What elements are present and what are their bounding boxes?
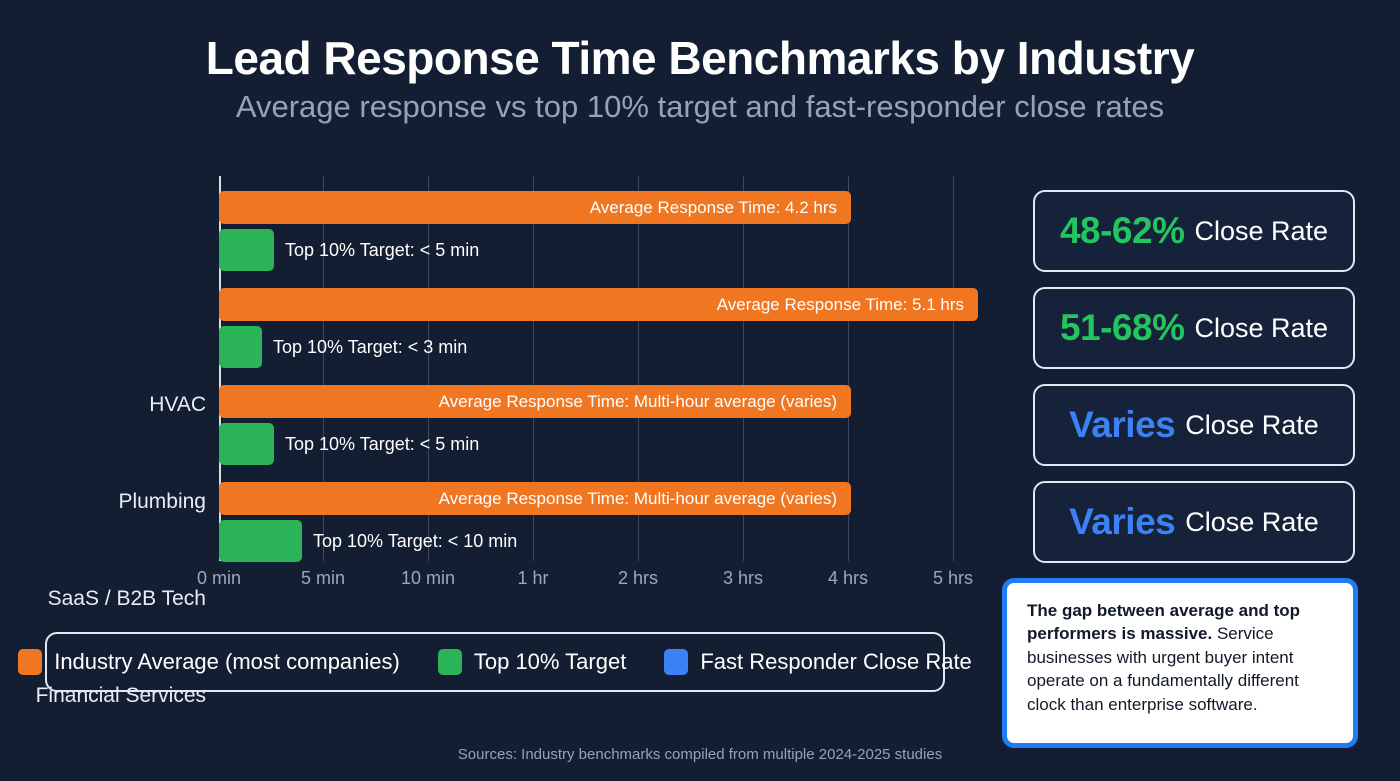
rate-value-plumbing: 51-68% xyxy=(1059,307,1185,348)
insight-callout-lead: The gap between average and top performe… xyxy=(1027,601,1301,644)
category-axis-labels: HVAC Plumbing SaaS / B2B Tech Financial … xyxy=(0,176,206,707)
legend-label-close-rate: Fast Responder Close Rate xyxy=(700,649,972,674)
gridline-3 xyxy=(533,176,534,561)
rate-suffix-financial: Close Rate xyxy=(1185,506,1319,537)
gridline-6 xyxy=(848,176,849,561)
legend-item-industry-average[interactable]: Industry Average (most companies) xyxy=(18,649,400,675)
green-swatch-icon xyxy=(437,649,462,675)
page-subtitle: Average response vs top 10% target and f… xyxy=(235,89,1165,125)
gridline-4 xyxy=(638,176,639,561)
x-tick-0: 0 min xyxy=(196,568,242,588)
rate-suffix-saas: Close Rate xyxy=(1185,409,1319,440)
rate-card-hvac[interactable]: 48-62% Close Rate xyxy=(1033,190,1355,272)
x-axis-tick-labels: 0 min 5 min 10 min 1 hr 2 hrs 3 hrs 4 hr… xyxy=(197,568,990,598)
chart-axis-area: Average Response Time: 4.2 hrs Top 10% T… xyxy=(219,176,990,562)
rate-value-hvac: 48-62% xyxy=(1059,210,1185,251)
bar-top-target-plumbing[interactable] xyxy=(219,326,262,368)
x-tick-7: 5 hrs xyxy=(932,568,974,588)
insight-callout-body: Service businesses with urgent buyer int… xyxy=(1027,624,1299,714)
insight-callout: The gap between average and top performe… xyxy=(1002,578,1358,748)
orange-swatch-icon xyxy=(18,649,43,675)
page-title: Lead Response Time Benchmarks by Industr… xyxy=(205,32,1195,84)
gridline-7 xyxy=(953,176,954,561)
bar-top-label-financial: Top 10% Target: < 10 min xyxy=(313,531,518,551)
legend-label-top-target: Top 10% Target xyxy=(473,649,627,674)
legend-item-close-rate[interactable]: Fast Responder Close Rate xyxy=(664,649,972,675)
bar-average-plumbing[interactable]: Average Response Time: 5.1 hrs xyxy=(219,288,978,321)
category-label-hvac: HVAC xyxy=(149,393,206,416)
x-tick-3: 1 hr xyxy=(517,568,549,588)
legend-label-industry-average: Industry Average (most companies) xyxy=(54,649,400,674)
close-rate-cards: 48-62% Close Rate 51-68% Close Rate Vari… xyxy=(1033,190,1355,578)
rate-value-financial: Varies xyxy=(1069,501,1176,542)
header: Lead Response Time Benchmarks by Industr… xyxy=(0,0,1400,124)
x-tick-2: 10 min xyxy=(400,568,456,588)
rate-suffix-hvac: Close Rate xyxy=(1194,215,1329,246)
rate-card-financial[interactable]: Varies Close Rate xyxy=(1033,481,1355,563)
bar-average-hvac[interactable]: Average Response Time: 4.2 hrs xyxy=(219,191,851,224)
bar-top-label-plumbing: Top 10% Target: < 3 min xyxy=(273,337,468,357)
gridline-1 xyxy=(323,176,324,561)
gridline-5 xyxy=(743,176,744,561)
bar-top-label-hvac: Top 10% Target: < 5 min xyxy=(285,240,480,260)
bar-average-label-hvac: Average Response Time: 4.2 hrs xyxy=(589,197,837,217)
x-tick-4: 2 hrs xyxy=(617,568,659,588)
bar-top-target-saas[interactable] xyxy=(219,423,274,465)
insight-callout-text: The gap between average and top performe… xyxy=(1027,599,1333,716)
category-label-plumbing: Plumbing xyxy=(118,490,206,513)
bar-average-label-saas: Average Response Time: Multi-hour averag… xyxy=(438,391,837,411)
bar-top-label-saas: Top 10% Target: < 5 min xyxy=(285,434,480,454)
rate-card-saas[interactable]: Varies Close Rate xyxy=(1033,384,1355,466)
x-tick-1: 5 min xyxy=(300,568,346,588)
bar-top-target-hvac[interactable] xyxy=(219,229,274,271)
chart-plot-area: HVAC Plumbing SaaS / B2B Tech Financial … xyxy=(0,176,990,707)
x-tick-6: 4 hrs xyxy=(827,568,869,588)
rate-suffix-plumbing: Close Rate xyxy=(1194,312,1329,343)
x-tick-5: 3 hrs xyxy=(722,568,764,588)
blue-swatch-icon xyxy=(664,649,689,675)
sources-note: Sources: Industry benchmarks compiled fr… xyxy=(457,746,943,763)
chart-legend: Industry Average (most companies) Top 10… xyxy=(18,632,972,692)
bar-average-label-financial: Average Response Time: Multi-hour averag… xyxy=(438,488,837,508)
bar-average-financial[interactable]: Average Response Time: Multi-hour averag… xyxy=(219,482,851,515)
gridline-0 xyxy=(219,176,221,561)
bar-average-saas[interactable]: Average Response Time: Multi-hour averag… xyxy=(219,385,851,418)
rate-card-plumbing[interactable]: 51-68% Close Rate xyxy=(1033,287,1355,369)
rate-value-saas: Varies xyxy=(1069,404,1176,445)
category-label-financial: Financial Services xyxy=(35,684,206,707)
gridline-2 xyxy=(428,176,429,561)
bar-average-label-plumbing: Average Response Time: 5.1 hrs xyxy=(716,294,964,314)
category-label-saas: SaaS / B2B Tech xyxy=(47,587,206,610)
legend-item-top-target[interactable]: Top 10% Target xyxy=(437,649,627,675)
bar-top-target-financial[interactable] xyxy=(219,520,302,562)
